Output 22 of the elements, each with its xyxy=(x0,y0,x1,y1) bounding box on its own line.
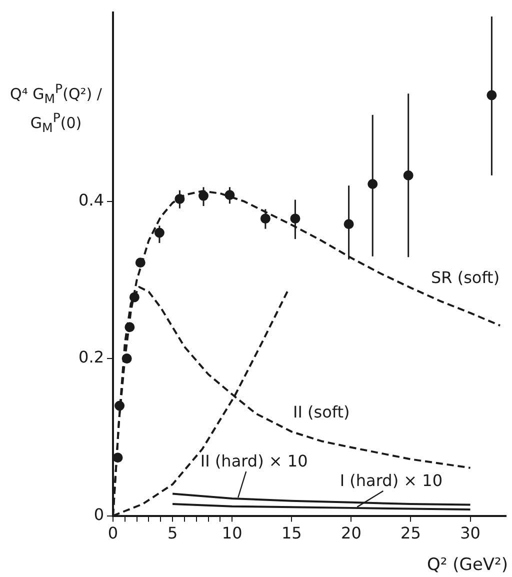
x-tick-label: 15 xyxy=(281,524,302,543)
point xyxy=(114,400,125,411)
x-tick-label: 10 xyxy=(222,524,242,543)
series-label: II (soft) xyxy=(293,402,350,422)
text: Q⁴ G$_{M}$$^{P}$(Q²) / G$_{M}$$^{P}$(0) xyxy=(10,81,102,135)
x-tick-label: 30 xyxy=(460,524,480,543)
x-tick-label: 25 xyxy=(400,524,421,543)
x-tick-label: 5 xyxy=(167,524,178,543)
series-label: SR (soft) xyxy=(430,268,500,288)
x-tick-label: 0 xyxy=(108,524,118,543)
point xyxy=(124,322,135,332)
y-tick-label: 0 xyxy=(94,504,104,524)
point xyxy=(129,292,140,302)
x-tick-label: 20 xyxy=(341,524,362,543)
y-tick-label: 0.2 xyxy=(78,348,104,367)
point xyxy=(135,258,146,268)
y-tick-label: 0.4 xyxy=(78,190,104,210)
series-label: II (hard) × 10 xyxy=(200,452,308,471)
x-axis-title: Q² (GeV²) xyxy=(427,555,508,575)
point xyxy=(113,452,123,463)
series-label: I (hard) × 10 xyxy=(340,471,442,490)
point xyxy=(122,354,132,364)
